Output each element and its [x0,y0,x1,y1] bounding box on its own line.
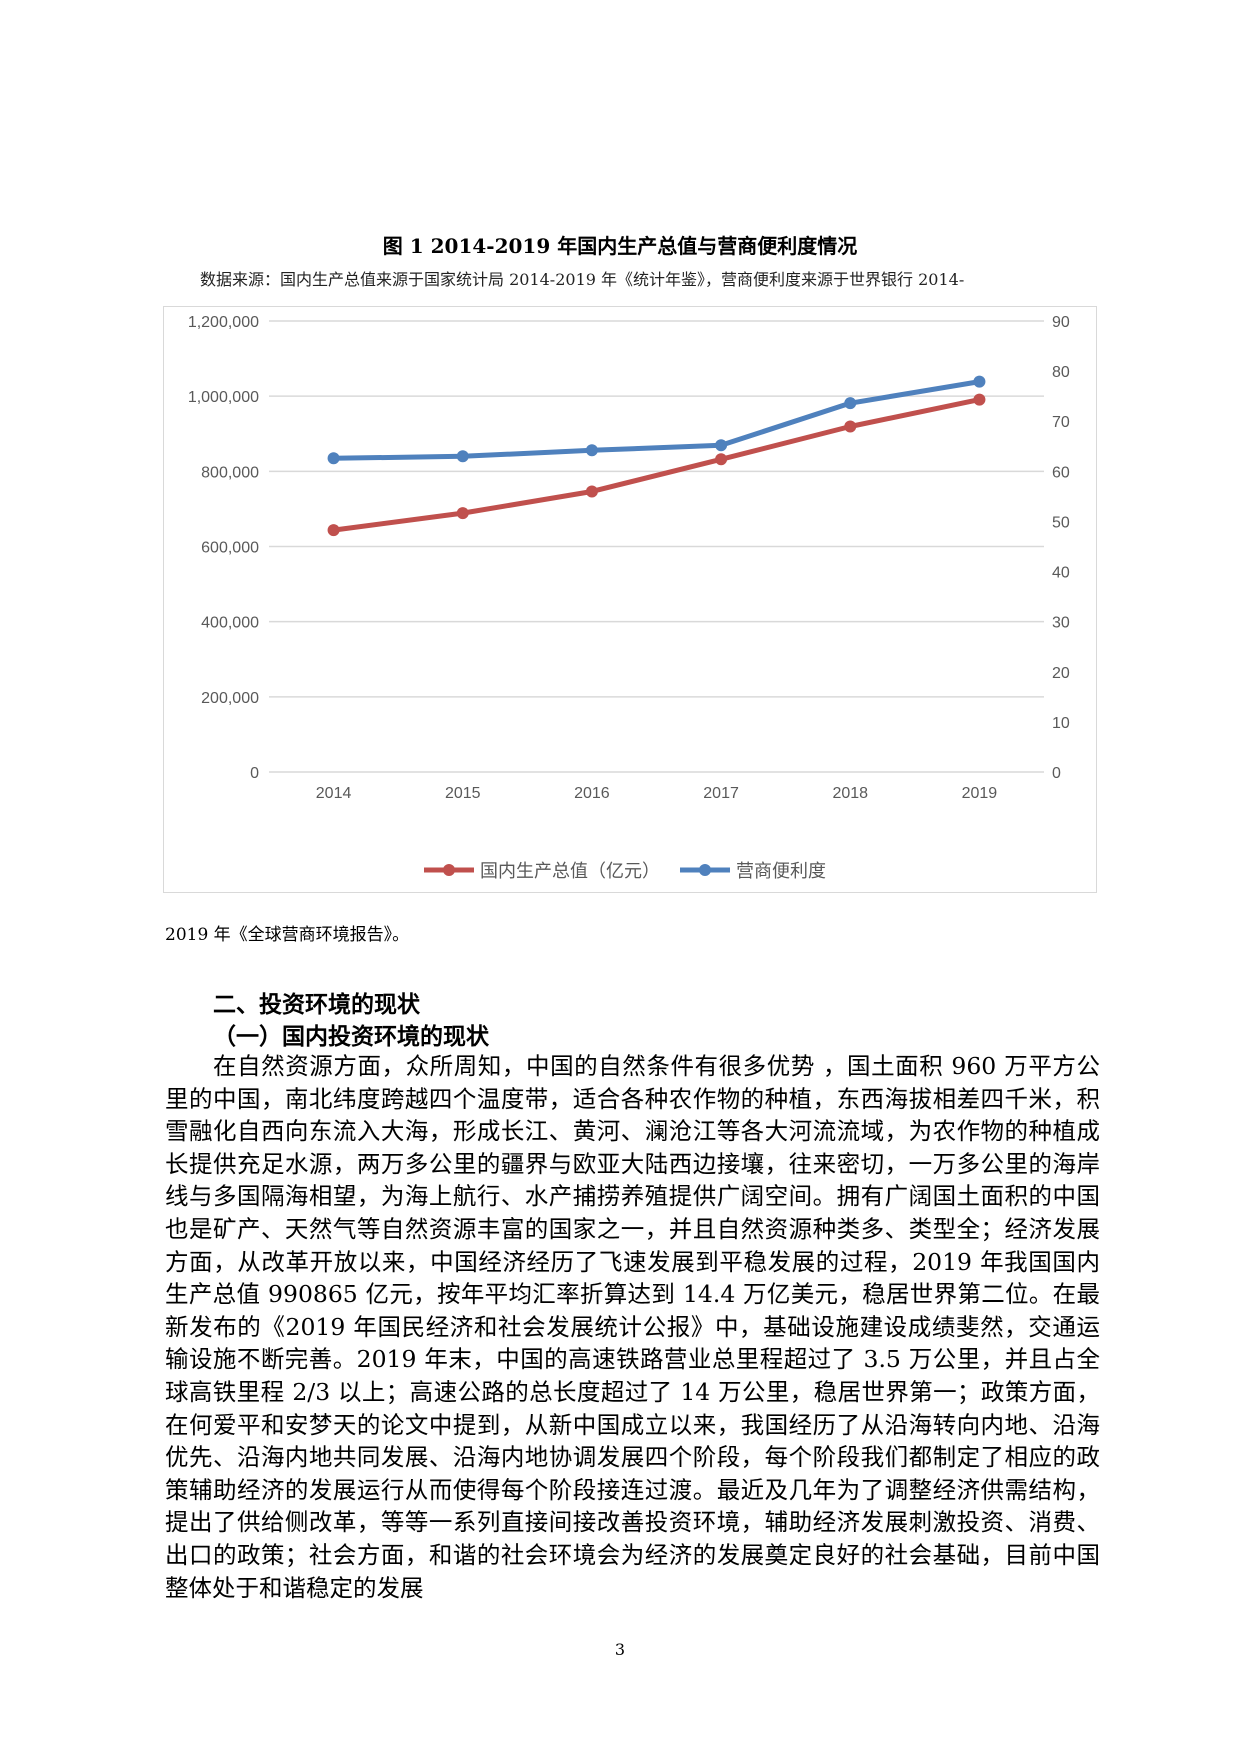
series-line-0 [333,397,980,533]
x-axis-tick-label: 2015 [445,785,481,802]
right-axis-tick-label: 20 [1052,665,1070,682]
data-point [585,485,598,498]
data-point [844,397,857,410]
left-axis-tick-label: 600,000 [201,540,259,557]
figure-source: 数据来源：国内生产总值来源于国家统计局 2014-2019 年《统计年鉴》，营商… [200,270,965,289]
right-axis-tick-label: 30 [1052,615,1070,632]
chart-container: 0 200,000 400,000 600,000 800,000 1,000,000 1,… [163,306,1097,893]
left-axis-tick-label: 1,000,000 [188,389,259,406]
data-point [844,420,857,433]
right-axis-tick-label: 10 [1052,715,1070,732]
data-point [973,393,986,406]
x-axis-tick-label: 2016 [574,785,610,802]
left-axis-tick-label: 1,200,000 [188,314,259,331]
right-axis-tick-label: 0 [1052,765,1061,782]
figure-title: 图 1 2014-2019 年国内生产总值与营商便利度情况 [382,234,858,258]
right-axis-tick-label: 40 [1052,565,1070,582]
data-point [585,444,598,457]
data-point [456,507,469,520]
data-point [715,439,728,452]
data-point [327,524,340,537]
series-line-1 [333,379,980,461]
x-axis-tick-label: 2019 [962,785,998,802]
figure-source-continued: 2019 年《全球营商环境报告》。 [165,925,410,945]
right-axis-tick-label: 60 [1052,464,1070,481]
left-axis-tick-label: 0 [250,765,259,782]
data-point [456,450,469,463]
body-paragraph: 在自然资源方面，众所周知，中国的自然条件有很多优势 ，国土面积 960 万平方公… [165,1052,1100,1602]
subsection-heading: （一）国内投资环境的现状 [213,1023,489,1050]
right-axis-tick-label: 70 [1052,414,1070,431]
left-axis-tick-label: 200,000 [201,690,259,707]
legend-marker-0 [443,864,455,876]
x-axis-tick-label: 2017 [703,785,739,802]
right-axis-tick-label: 90 [1052,314,1070,331]
data-point [973,375,986,388]
line-chart: 0 200,000 400,000 600,000 800,000 1,000,000 1,… [188,314,1070,881]
right-axis-tick-label: 50 [1052,514,1070,531]
left-axis-tick-label: 800,000 [201,464,259,481]
section-heading: 二、投资环境的现状 [213,991,420,1018]
legend-marker-1 [699,864,711,876]
data-point [715,453,728,466]
page-number: 3 [614,1640,626,1659]
left-axis-tick-label: 400,000 [201,615,259,632]
x-axis-tick-label: 2014 [316,785,352,802]
legend-label-0: 国内生产总值（亿元） [480,861,660,881]
legend-label-1: 营商便利度 [736,861,826,881]
x-axis-tick-label: 2018 [832,785,868,802]
data-point [327,452,340,465]
right-axis-tick-label: 80 [1052,364,1070,381]
